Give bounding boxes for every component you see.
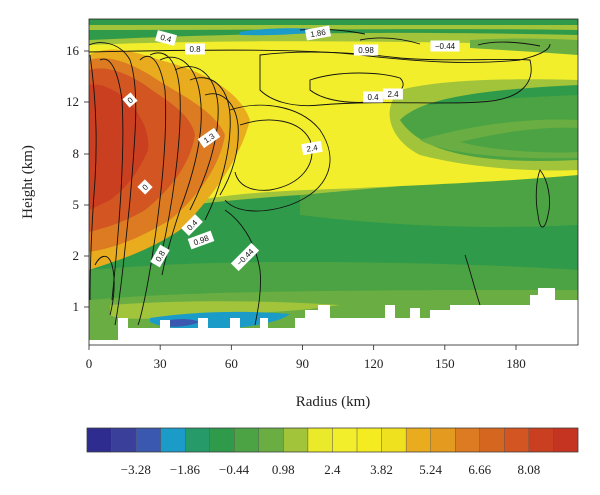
x-tick-label: 30 <box>154 356 167 371</box>
colorbar-swatch <box>381 427 407 453</box>
svg-text:2.4: 2.4 <box>306 143 319 154</box>
colorbar-swatch <box>528 427 554 453</box>
svg-text:2.4: 2.4 <box>387 90 399 99</box>
colorbar-tick-label: 8.08 <box>517 462 540 477</box>
x-axis: 0 30 60 90 120 150 180 <box>86 345 526 371</box>
y-tick-label: 2 <box>73 248 80 263</box>
svg-text:0: 0 <box>126 95 136 105</box>
colorbar-tick-label: −3.28 <box>121 462 151 477</box>
colorbar-swatch <box>332 427 358 453</box>
colorbar-swatch <box>356 427 382 453</box>
colorbar-swatch <box>479 427 505 453</box>
contour-label: 2.4 <box>301 140 323 156</box>
colorbar-tick-label: 5.24 <box>419 462 442 477</box>
y-axis-title: Height (km) <box>20 145 36 219</box>
colorbar-tick-label: −0.44 <box>219 462 250 477</box>
contour-label: 0.98 <box>353 44 379 56</box>
colorbar-swatch <box>455 427 480 453</box>
colorbar: −3.28 −1.86 −0.44 0.98 2.4 3.82 5.24 6.66 8.08 <box>86 427 579 477</box>
svg-text:0.4: 0.4 <box>367 93 379 102</box>
y-tick-label: 5 <box>73 197 80 212</box>
colorbar-swatch <box>283 427 309 453</box>
svg-text:−0.44: −0.44 <box>435 42 456 51</box>
heatmap-field: 1.860.98 −0.440.40.80.4 2.401.32.400.40.98… <box>89 19 578 345</box>
colorbar-frame <box>86 427 579 453</box>
colorbar-tick-label: 2.4 <box>324 462 341 477</box>
contour-label: 2.4 <box>383 88 403 100</box>
colorbar-swatch <box>135 427 161 453</box>
contour-label: 0.8 <box>150 244 170 268</box>
colorbar-swatch <box>504 427 530 453</box>
colorbar-tick-label: −1.86 <box>170 462 201 477</box>
contour-label: 0.4 <box>155 30 177 46</box>
colorbar-swatch <box>307 427 333 453</box>
colorbar-swatch <box>234 427 260 453</box>
x-tick-label: 120 <box>364 356 384 371</box>
colorbar-swatch <box>184 427 210 453</box>
y-tick-label: 8 <box>73 146 80 161</box>
svg-text:0.4: 0.4 <box>159 33 173 45</box>
y-tick-label: 1 <box>73 299 80 314</box>
svg-text:0.8: 0.8 <box>189 45 201 54</box>
contour-lines <box>89 28 551 326</box>
contour-label: 0.98 <box>187 230 215 250</box>
x-tick-label: 60 <box>225 356 238 371</box>
contour-label: 0.4 <box>363 91 383 103</box>
svg-text:1.86: 1.86 <box>310 28 327 40</box>
colorbar-swatch <box>430 427 456 453</box>
x-tick-label: 180 <box>506 356 526 371</box>
contour-label: 0 <box>122 92 138 108</box>
colorbar-swatch <box>111 427 137 453</box>
contour-label: 1.86 <box>305 25 331 41</box>
x-tick-label: 90 <box>296 356 309 371</box>
colorbar-swatch <box>209 427 235 453</box>
colorbar-tick-label: 3.82 <box>370 462 393 477</box>
colorbar-tick-label: 6.66 <box>468 462 491 477</box>
colorbar-swatch <box>405 427 431 453</box>
x-tick-label: 0 <box>86 356 93 371</box>
colorbar-swatch <box>258 427 284 453</box>
svg-text:0: 0 <box>141 182 151 192</box>
y-tick-label: 12 <box>66 94 79 109</box>
contour-label: 0.8 <box>185 43 205 55</box>
colorbar-swatch <box>160 427 186 453</box>
svg-text:0.98: 0.98 <box>358 46 374 55</box>
y-tick-label: 16 <box>66 43 80 58</box>
contour-label: −0.44 <box>430 40 460 52</box>
plot-frame <box>88 18 579 346</box>
colorbar-swatch <box>86 427 112 453</box>
contour-labels: 1.860.98 −0.440.40.80.4 2.401.32.400.40.98… <box>122 25 460 272</box>
colorbar-tick-label: 0.98 <box>272 462 295 477</box>
colorbar-swatch <box>553 427 579 453</box>
contour-label: 0 <box>137 179 153 195</box>
x-tick-label: 150 <box>435 356 455 371</box>
x-axis-title: Radius (km) <box>296 394 371 410</box>
contour-label: 1.3 <box>197 127 221 149</box>
